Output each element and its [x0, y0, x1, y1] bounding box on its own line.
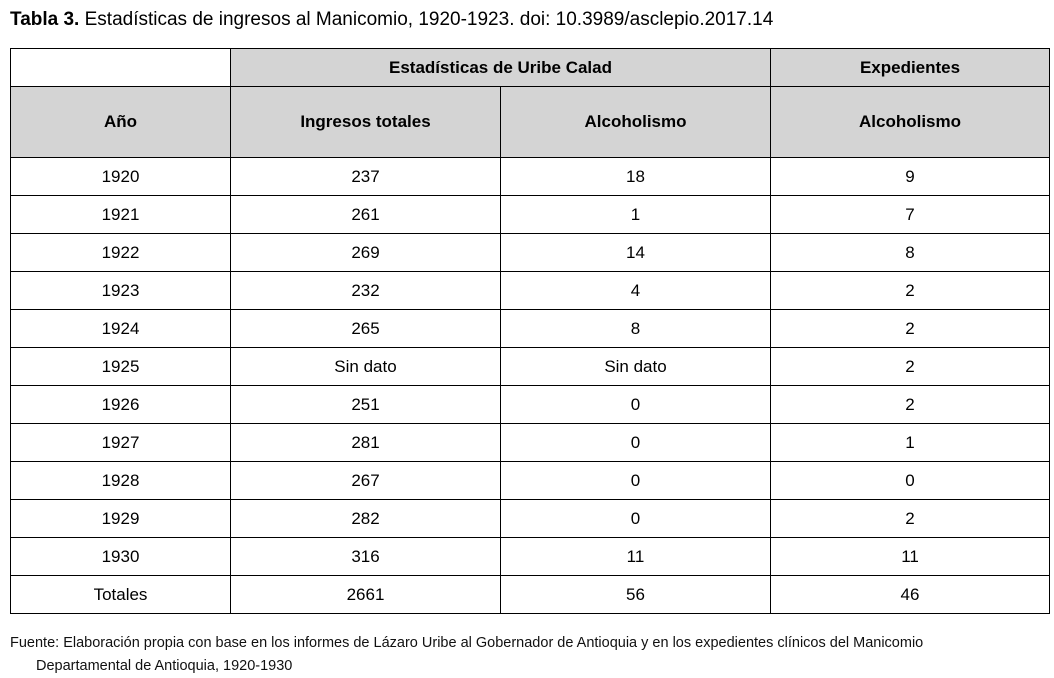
- column-header-year: Año: [10, 86, 231, 158]
- table-cell: 2: [770, 347, 1051, 386]
- table-cell: 0: [499, 423, 772, 462]
- table-cell: 2: [770, 499, 1051, 538]
- table-cell: 1929: [10, 499, 231, 538]
- table-cell: 251: [230, 385, 501, 424]
- admissions-table: Estadísticas de Uribe Calad Expedientes …: [10, 48, 1051, 614]
- totals-row: Totales 2661 56 46: [10, 575, 1051, 614]
- table-caption-text: Estadísticas de ingresos al Manicomio, 1…: [84, 9, 774, 30]
- table-row: 1927 281 0 1: [10, 423, 1051, 462]
- table-row: 1920 237 18 9: [10, 157, 1051, 196]
- table-caption: Tabla 3. Estadísticas de ingresos al Man…: [10, 6, 773, 34]
- table-cell: 0: [499, 385, 772, 424]
- table-cell: 1920: [10, 157, 231, 196]
- table-body: 1920 237 18 9 1921 261 1 7 1922 269 14 8 1923 232 4 2 19…: [10, 157, 1051, 614]
- table-cell: 232: [230, 271, 501, 310]
- table-cell: 18: [499, 157, 772, 196]
- totals-cell: 2661: [230, 575, 501, 614]
- source-note: Fuente: Elaboración propia con base en l…: [10, 632, 1054, 678]
- table-row: 1930 316 11 11: [10, 537, 1051, 576]
- table-cell: 11: [770, 537, 1051, 576]
- group-header-uribe-calad: Estadísticas de Uribe Calad: [229, 48, 772, 87]
- table-cell: 0: [499, 499, 772, 538]
- table-cell: 2: [770, 271, 1051, 310]
- table-cell: 1923: [10, 271, 231, 310]
- column-header-alcoholism-stats: Alcoholismo: [499, 86, 772, 158]
- source-note-line-2: Departamental de Antioquia, 1920-1930: [36, 658, 293, 674]
- table-cell: 1: [770, 423, 1051, 462]
- table-cell: 1926: [10, 385, 231, 424]
- table-cell: Sin dato: [230, 347, 501, 386]
- table-cell: 281: [230, 423, 501, 462]
- table-cell: 1925: [10, 347, 231, 386]
- table-row: 1926 251 0 2: [10, 385, 1051, 424]
- source-note-line-1: Fuente: Elaboración propia con base en l…: [10, 635, 924, 651]
- table-row: 1921 261 1 7: [10, 195, 1051, 234]
- table-cell: 11: [499, 537, 772, 576]
- table-row: 1923 232 4 2: [10, 271, 1051, 310]
- table-cell: 1922: [10, 233, 231, 272]
- table-cell: 8: [770, 233, 1051, 272]
- table-cell: Sin dato: [499, 347, 772, 386]
- column-header-total-admissions: Ingresos totales: [230, 86, 501, 158]
- totals-cell: 56: [499, 575, 772, 614]
- table-cell: 1928: [10, 461, 231, 500]
- table-row: 1924 265 8 2: [10, 309, 1051, 348]
- table-cell: 4: [499, 271, 772, 310]
- table-cell: 2: [770, 385, 1051, 424]
- table-cell: 282: [230, 499, 501, 538]
- table-cell: 267: [230, 461, 501, 500]
- table-cell: 265: [230, 309, 501, 348]
- table-cell: 8: [499, 309, 772, 348]
- table-caption-label: Tabla 3.: [10, 9, 80, 30]
- totals-cell: 46: [770, 575, 1051, 614]
- table-cell: 261: [230, 195, 501, 234]
- corner-cell: [10, 48, 231, 87]
- table-cell: 7: [770, 195, 1051, 234]
- totals-label: Totales: [10, 575, 231, 614]
- table-cell: 1927: [10, 423, 231, 462]
- table-cell: 2: [770, 309, 1051, 348]
- table-row: 1929 282 0 2: [10, 499, 1051, 538]
- table-cell: 0: [770, 461, 1051, 500]
- table-cell: 237: [230, 157, 501, 196]
- group-header-expedientes: Expedientes: [770, 48, 1051, 87]
- table-cell: 269: [230, 233, 501, 272]
- table-cell: 1921: [10, 195, 231, 234]
- column-header-alcoholism-records: Alcoholismo: [770, 86, 1051, 158]
- table-row: 1925 Sin dato Sin dato 2: [10, 347, 1051, 386]
- table-cell: 1: [499, 195, 772, 234]
- table-cell: 1924: [10, 309, 231, 348]
- table-row: 1928 267 0 0: [10, 461, 1051, 500]
- table-cell: 9: [770, 157, 1051, 196]
- table-cell: 1930: [10, 537, 231, 576]
- table-cell: 14: [499, 233, 772, 272]
- table-cell: 0: [499, 461, 772, 500]
- table-cell: 316: [230, 537, 501, 576]
- table-row: 1922 269 14 8: [10, 233, 1051, 272]
